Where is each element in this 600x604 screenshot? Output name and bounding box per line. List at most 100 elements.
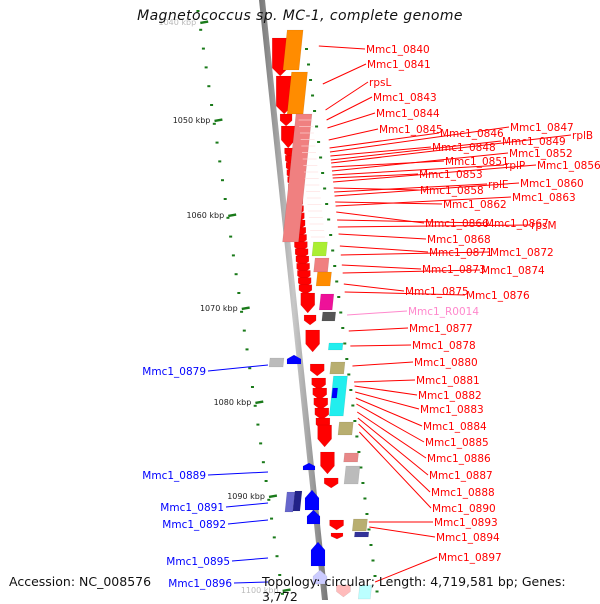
- tick-minor: [234, 273, 238, 276]
- tick-outer: [341, 327, 345, 329]
- gene-label: Mmc1_0876: [466, 290, 530, 302]
- forward-gene: [330, 532, 344, 540]
- gene-label: Mmc1_0848: [432, 142, 496, 154]
- gene-label: Mmc1_0892: [162, 519, 226, 531]
- tick-minor: [242, 329, 246, 332]
- leader-line: [231, 557, 269, 562]
- leader-line: [356, 403, 425, 443]
- backbone-line: [259, 0, 328, 600]
- cds-khaki: [351, 518, 368, 532]
- tick-minor: [256, 423, 260, 426]
- gene-label: Mmc1_0862: [443, 199, 507, 211]
- leader-line: [352, 361, 414, 367]
- leader-line: [354, 379, 416, 383]
- tick-minor: [280, 592, 284, 595]
- leader-line: [354, 385, 418, 396]
- forward-gene: [313, 397, 329, 411]
- cds-blocks: [268, 29, 373, 600]
- tick-minor: [275, 555, 279, 558]
- forward-gene: [311, 377, 326, 391]
- leader-line: [341, 264, 422, 270]
- forward-gene: [317, 424, 332, 448]
- tick-outer: [333, 265, 337, 267]
- tick-minor: [204, 66, 208, 69]
- gene-label: Mmc1_0891: [160, 502, 224, 514]
- tick-outer: [347, 373, 351, 376]
- tick-outer: [329, 234, 333, 236]
- tick-minor: [270, 517, 274, 520]
- forward-gene: [320, 451, 335, 475]
- tick-outer: [325, 203, 329, 205]
- forward-gene: [312, 387, 327, 401]
- gene-label: rpsM: [531, 220, 557, 232]
- tick-outer: [355, 435, 359, 438]
- tick-outer: [335, 280, 339, 283]
- forward-gene: [298, 284, 313, 296]
- tick-minor: [278, 574, 282, 576]
- tick-outer: [371, 559, 375, 562]
- tick-minor: [210, 104, 214, 106]
- gene-label: Mmc1_0871: [429, 247, 493, 259]
- leader-line: [322, 63, 367, 85]
- tick-outer: [343, 342, 347, 345]
- gene-features: [271, 37, 351, 598]
- forward-gene: [309, 363, 325, 377]
- forward-gene: [314, 407, 330, 421]
- gene-label: Mmc1_0881: [416, 375, 480, 387]
- leader-line: [344, 291, 466, 296]
- gene-label: Mmc1_0868: [427, 234, 491, 246]
- cds-pink: [343, 452, 359, 463]
- tick-outer: [337, 296, 341, 298]
- tick-minor: [267, 498, 271, 501]
- tick-major: [268, 494, 278, 499]
- tick-minor: [231, 254, 235, 257]
- gene-label: rplB: [572, 130, 593, 142]
- gene-label: Mmc1_0843: [373, 92, 437, 104]
- tick-label: 1050 kbp: [173, 116, 211, 125]
- gene-label: Mmc1_0853: [419, 169, 483, 181]
- forward-gene: [300, 292, 316, 314]
- cds-cyan: [328, 375, 348, 417]
- gene-label: Mmc1_0866: [425, 218, 489, 230]
- tick-major: [241, 306, 250, 311]
- tick-label: 1100 kbp: [241, 586, 279, 595]
- gene-label: Mmc1_0867: [485, 218, 549, 230]
- tick-outer: [339, 311, 343, 314]
- cds-khaki: [329, 361, 346, 375]
- tick-outer: [309, 79, 313, 81]
- tick-outer: [307, 63, 311, 66]
- leader-line: [327, 112, 376, 129]
- tick-minor: [259, 442, 263, 445]
- tick-outer: [317, 141, 321, 143]
- leader-line: [325, 81, 369, 111]
- tick-major: [214, 118, 223, 123]
- cds-orange: [286, 71, 308, 115]
- leader-line: [355, 391, 420, 410]
- gene-label: Mmc1_0897: [438, 552, 502, 564]
- gene-label: Mmc1_0873: [422, 264, 486, 276]
- cds-orange: [282, 29, 304, 71]
- leader-line: [329, 132, 440, 149]
- gene-label: Mmc1_0885: [425, 437, 489, 449]
- tick-label: 1090 kbp: [227, 492, 265, 501]
- tick-label: 1070 kbp: [200, 304, 238, 313]
- leader-line: [358, 431, 432, 509]
- scale-ticks: 1040 kbp 1050 kbp 1060 kbp 1070 kbp 1080 kbp…: [158, 10, 379, 595]
- gene-label: Mmc1_0895: [166, 556, 230, 568]
- cds-magenta: [318, 293, 335, 311]
- tick-minor: [272, 536, 276, 539]
- tick-minor: [223, 198, 227, 200]
- tick-outer: [323, 187, 327, 190]
- leader-line: [355, 397, 423, 427]
- tick-label: 1060 kbp: [186, 211, 224, 220]
- leader-line: [333, 187, 420, 191]
- leader-line: [342, 269, 481, 274]
- tick-label: 1040 kbp: [158, 18, 196, 27]
- tick-major: [282, 588, 291, 593]
- forward-gene: [279, 113, 293, 127]
- tick-minor: [245, 348, 249, 351]
- leader-line: [225, 502, 269, 508]
- gene-labels: Mmc1_0840 Mmc1_0841 rpsL Mmc1_0843 Mmc1_0844…: [142, 44, 600, 590]
- cds-blue: [331, 387, 339, 399]
